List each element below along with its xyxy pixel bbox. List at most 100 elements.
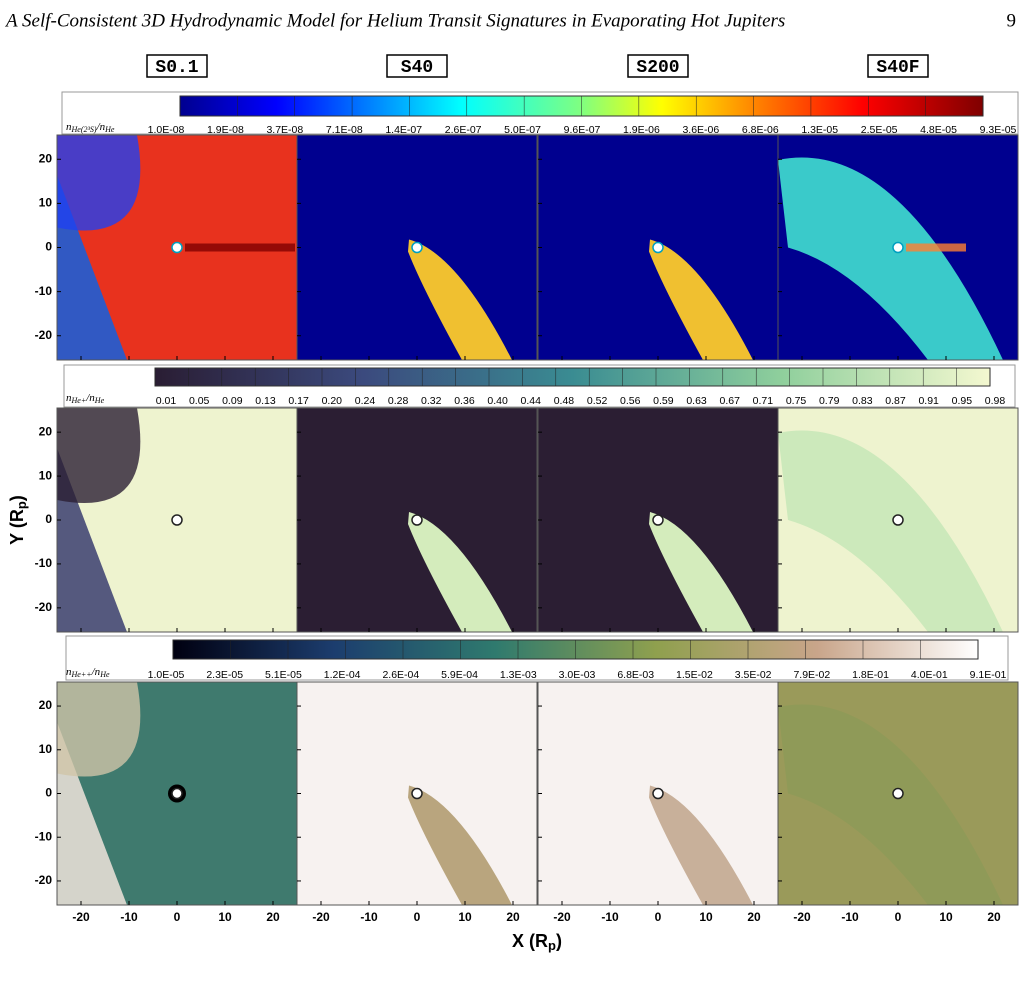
colorbar-tick-label: 1.9E-06 [623, 124, 660, 136]
colorbar-label: nHe(2³S)/nHe [66, 121, 115, 134]
colorbar-tick-label: 0.79 [819, 395, 840, 407]
planet [652, 514, 664, 526]
model-box [867, 54, 929, 78]
x-tick-label: -20 [793, 910, 811, 924]
model-label: S0.1 [155, 58, 198, 78]
panel [56, 134, 298, 361]
colorbar-tick-label: 0.17 [288, 395, 309, 407]
colorbar-tick-label: 4.0E-01 [911, 669, 948, 681]
x-tick-label: 10 [458, 910, 472, 924]
x-tick-label: 20 [506, 910, 520, 924]
planet [411, 514, 423, 526]
colorbar-tick-label: 0.13 [255, 395, 276, 407]
label-part: /n [91, 666, 101, 678]
panel [296, 134, 538, 361]
colorbar-tick-label: 1.2E-04 [324, 669, 361, 681]
colorbar-label: nHe++/nHe [66, 666, 110, 679]
x-tick-label: 10 [699, 910, 713, 924]
colorbar-tick-label: 0.40 [487, 395, 508, 407]
colorbar: nHe(2³S)/nHe 1.0E-08 1.9E-08 3.7E-08 7.1E-08… [61, 91, 1019, 136]
x-tick-label: -10 [601, 910, 619, 924]
colorbar-tick-label: 2.3E-05 [206, 669, 243, 681]
label-part: /n [96, 121, 106, 133]
plume [649, 785, 753, 905]
label-part: He [94, 396, 105, 405]
colorbar-tick-label: 1.8E-01 [852, 669, 889, 681]
colorbar-tick-label: 2.6E-07 [445, 124, 482, 136]
label-part: n [66, 392, 72, 404]
label-part: n [66, 121, 72, 133]
colorbar: nHe+/nHe 0.01 0.05 0.09 0.13 0.17 0.20 0.24 0.28… [63, 364, 1016, 408]
title-part: X (R [512, 931, 548, 951]
plume [408, 512, 512, 632]
colorbar-tick-label: 0.09 [222, 395, 243, 407]
x-tick-label: -20 [312, 910, 330, 924]
colorbar-tick-label: 7.1E-08 [326, 124, 363, 136]
flow-region [778, 157, 1003, 360]
colorbar: nHe++/nHe 1.0E-05 2.3E-05 5.1E-05 1.2E-04 2.6… [65, 635, 1009, 681]
y-tick-label: 10 [39, 196, 53, 210]
planet [652, 241, 664, 254]
label-part: He++ [71, 670, 92, 679]
planet [892, 787, 904, 800]
flow-region [778, 430, 1003, 632]
y-tick-label: 10 [39, 468, 53, 482]
colorbar-tick-label: 7.9E-02 [793, 669, 830, 681]
title-part: p [14, 501, 29, 509]
colorbar-label: nHe+/nHe [66, 392, 105, 405]
colorbar-tick-label: 0.87 [885, 395, 906, 407]
colorbar-tick-label: 0.20 [322, 395, 343, 407]
y-tick-label: 20 [39, 151, 53, 165]
y-tick-label: 20 [39, 698, 53, 712]
colorbar-tick-label: 5.0E-07 [504, 124, 541, 136]
model-label: S40F [876, 58, 919, 78]
y-tick-label: 0 [45, 786, 52, 800]
planet [892, 241, 904, 254]
x-tick-label: 0 [655, 910, 662, 924]
colorbar-gradient [154, 367, 991, 387]
x-tick-label: 20 [987, 910, 1001, 924]
x-tick-label: 20 [266, 910, 280, 924]
model-label: S200 [636, 58, 679, 78]
x-tick-label: 10 [218, 910, 232, 924]
colorbar-tick-label: 5.9E-04 [441, 669, 478, 681]
colorbar-tick-label: 1.3E-03 [500, 669, 537, 681]
colorbar-tick-label: 9.6E-07 [564, 124, 601, 136]
panel [296, 681, 538, 906]
label-part: He+ [71, 396, 87, 405]
colorbar-tick-label: 0.36 [454, 395, 475, 407]
colorbar-tick-label: 0.63 [686, 395, 707, 407]
tail [906, 243, 966, 252]
panel [56, 681, 298, 906]
planet [892, 514, 904, 526]
colorbar-tick-label: 2.6E-04 [382, 669, 419, 681]
label-part: n [66, 666, 72, 678]
running-title: A Self-Consistent 3D Hydrodynamic Model … [4, 10, 785, 31]
colorbar-tick-label: 0.05 [189, 395, 210, 407]
title-part: p [548, 938, 556, 953]
colorbar-tick-label: 0.71 [753, 395, 774, 407]
colorbar-tick-label: 0.24 [355, 395, 376, 407]
label-part: He(2³S) [71, 125, 97, 134]
planet [171, 787, 183, 800]
colorbar-tick-label: 3.7E-08 [266, 124, 303, 136]
panel [777, 407, 1019, 633]
title-part: ) [556, 931, 562, 951]
planet [652, 787, 664, 800]
y-tick-label: -20 [35, 873, 53, 887]
planet [411, 787, 423, 800]
x-tick-label: 10 [939, 910, 953, 924]
y-tick-label: -10 [35, 556, 53, 570]
colorbar-tick-label: 1.5E-02 [676, 669, 713, 681]
label-part: /n [85, 392, 95, 404]
plume [408, 785, 512, 905]
flow-region [57, 135, 141, 231]
y-tick-label: -10 [35, 829, 53, 843]
x-tick-label: -10 [360, 910, 378, 924]
x-axis-title: X (Rp) [512, 931, 562, 954]
colorbar-tick-label: 0.48 [554, 395, 575, 407]
planet [411, 241, 423, 254]
colorbar-tick-label: 0.59 [653, 395, 674, 407]
y-tick-label: 0 [45, 240, 52, 254]
